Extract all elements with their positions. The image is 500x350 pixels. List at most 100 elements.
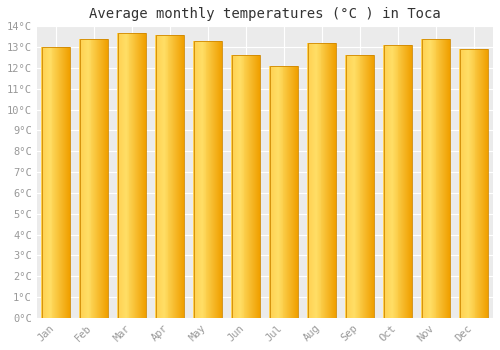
Bar [47,47,48,318]
Bar [291,66,292,318]
Bar [448,39,449,318]
Bar [172,35,173,318]
Bar [351,55,352,318]
Bar [314,43,315,318]
Bar [105,39,106,318]
Bar [282,66,284,318]
Bar [80,39,81,318]
Bar [366,55,367,318]
Bar [52,47,54,318]
Bar [121,33,122,318]
Bar [388,45,389,318]
Bar [251,55,252,318]
Bar [136,33,137,318]
Bar [356,55,358,318]
Bar [174,35,175,318]
Bar [422,39,450,318]
Bar [292,66,293,318]
Bar [253,55,254,318]
Bar [249,55,250,318]
Bar [365,55,366,318]
Bar [386,45,387,318]
Bar [85,39,86,318]
Bar [404,45,405,318]
Bar [468,49,469,318]
Bar [406,45,407,318]
Bar [391,45,392,318]
Bar [256,55,257,318]
Bar [373,55,374,318]
Bar [276,66,277,318]
Bar [240,55,242,318]
Bar [449,39,450,318]
Bar [444,39,445,318]
Bar [425,39,426,318]
Bar [234,55,235,318]
Bar [398,45,400,318]
Bar [257,55,258,318]
Bar [446,39,447,318]
Bar [216,41,217,318]
Bar [178,35,179,318]
Bar [308,43,336,318]
Bar [364,55,365,318]
Bar [118,33,146,318]
Bar [429,39,430,318]
Bar [211,41,212,318]
Bar [126,33,128,318]
Bar [470,49,472,318]
Bar [98,39,99,318]
Bar [252,55,253,318]
Bar [385,45,386,318]
Bar [248,55,249,318]
Bar [238,55,239,318]
Bar [461,49,462,318]
Bar [45,47,46,318]
Bar [346,55,347,318]
Bar [349,55,350,318]
Bar [384,45,412,318]
Bar [177,35,178,318]
Bar [41,47,42,318]
Bar [311,43,312,318]
Bar [482,49,483,318]
Bar [197,41,198,318]
Bar [60,47,61,318]
Bar [422,39,450,318]
Bar [232,55,260,318]
Bar [330,43,331,318]
Bar [199,41,200,318]
Bar [312,43,313,318]
Bar [278,66,280,318]
Bar [157,35,158,318]
Bar [143,33,144,318]
Bar [484,49,485,318]
Bar [309,43,310,318]
Bar [94,39,96,318]
Bar [259,55,260,318]
Bar [122,33,123,318]
Bar [170,35,172,318]
Bar [213,41,214,318]
Bar [372,55,373,318]
Bar [407,45,408,318]
Bar [219,41,220,318]
Bar [428,39,429,318]
Bar [289,66,290,318]
Bar [348,55,349,318]
Bar [430,39,431,318]
Bar [297,66,298,318]
Bar [333,43,334,318]
Bar [130,33,132,318]
Bar [286,66,288,318]
Bar [465,49,466,318]
Bar [369,55,370,318]
Bar [42,47,43,318]
Bar [180,35,181,318]
Bar [164,35,166,318]
Bar [214,41,215,318]
Bar [233,55,234,318]
Bar [362,55,364,318]
Bar [347,55,348,318]
Bar [212,41,213,318]
